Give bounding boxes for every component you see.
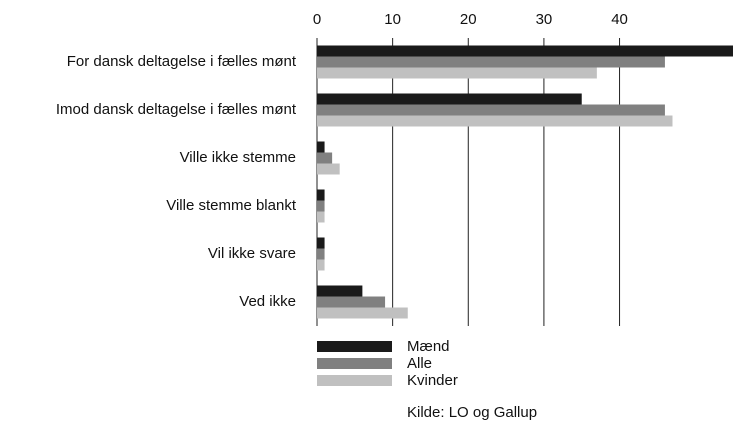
bar: [317, 237, 325, 249]
source-note: Kilde: LO og Gallup: [407, 404, 537, 421]
x-tick-label: 10: [384, 11, 401, 28]
bar: [317, 211, 325, 223]
bar: [317, 93, 582, 105]
legend-swatch: [317, 375, 392, 386]
bar: [317, 67, 597, 79]
bar: [317, 296, 386, 308]
bar: [317, 163, 340, 175]
bar: [317, 259, 325, 271]
bar: [317, 45, 733, 57]
y-tick-label: Ville ikke stemme: [180, 149, 296, 166]
bar: [317, 104, 665, 116]
x-tick-label: 40: [611, 11, 628, 28]
legend-label: Mænd: [407, 338, 450, 355]
legend-swatch: [317, 341, 392, 352]
y-tick-label: Ved ikke: [239, 293, 296, 310]
legend-label: Kvinder: [407, 372, 458, 389]
x-tick-label: 20: [460, 11, 477, 28]
bar: [317, 141, 325, 153]
bar: [317, 189, 325, 201]
bar: [317, 307, 408, 319]
bar: [317, 285, 363, 297]
x-tick-label: 30: [536, 11, 553, 28]
legend-label: Alle: [407, 355, 432, 372]
bar: [317, 248, 325, 260]
legend-swatch: [317, 358, 392, 369]
bar: [317, 152, 333, 164]
y-tick-label: Ville stemme blankt: [166, 197, 297, 214]
bar: [317, 56, 665, 68]
y-tick-label: Vil ikke svare: [208, 245, 296, 262]
bar: [317, 200, 325, 212]
bar: [317, 115, 673, 127]
y-tick-label: Imod dansk deltagelse i fælles mønt: [56, 101, 297, 118]
x-tick-label: 0: [313, 11, 321, 28]
y-tick-label: For dansk deltagelse i fælles mønt: [67, 53, 297, 70]
